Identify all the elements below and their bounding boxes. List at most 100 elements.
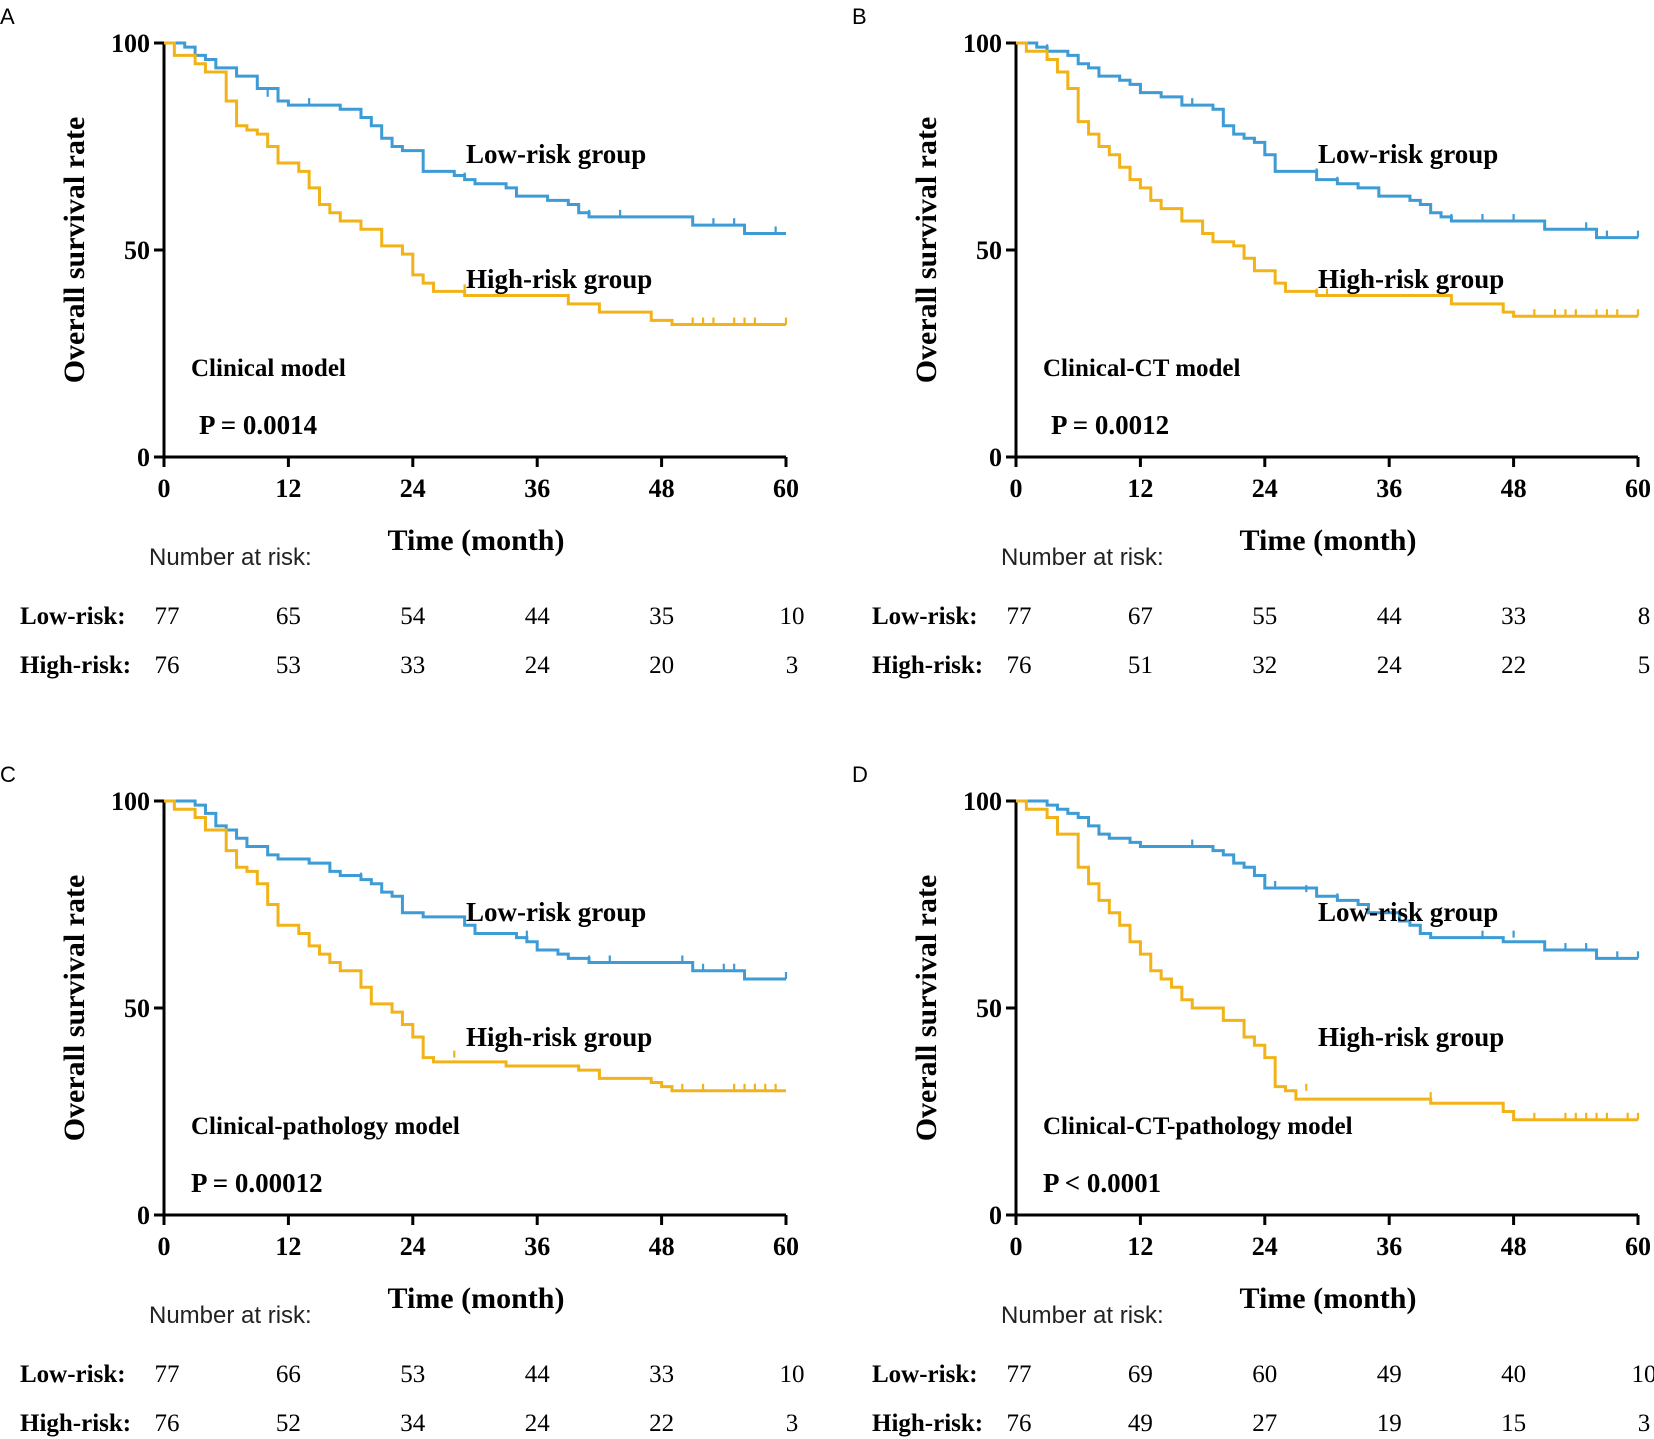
- panel-a: A 0 50 100 0 12 24 36 48 60 Overall survival rate T…: [0, 4, 805, 679]
- high-risk-row-label: High-risk:: [20, 1410, 131, 1437]
- low-risk-group-label: Low-risk group: [1318, 897, 1498, 927]
- y-tick-label: 0: [989, 1201, 1002, 1230]
- low-risk-group-label: Low-risk group: [466, 139, 646, 169]
- x-tick-label: 36: [524, 1232, 550, 1261]
- y-tick-label: 100: [111, 787, 150, 816]
- y-axis-title: Overall survival rate: [58, 117, 91, 384]
- low-risk-count: 49: [1377, 1361, 1402, 1388]
- panel-c: C 0 50 100 0 12 24 36 48 60 Overall survival rate T…: [0, 762, 805, 1437]
- low-risk-count: 77: [1007, 603, 1032, 630]
- high-risk-curve: [164, 41, 786, 327]
- y-tick-label: 50: [976, 236, 1002, 265]
- low-risk-count: 33: [649, 1361, 674, 1388]
- panel-letter: C: [0, 762, 16, 787]
- number-at-risk-title: Number at risk:: [149, 544, 312, 571]
- x-tick-label: 12: [1127, 1232, 1153, 1261]
- x-tick-label: 0: [1010, 1232, 1023, 1261]
- high-risk-count: 76: [1007, 1410, 1032, 1437]
- high-risk-count: 51: [1128, 652, 1153, 679]
- low-risk-count: 55: [1252, 603, 1277, 630]
- low-risk-count: 54: [400, 603, 426, 630]
- x-tick-label: 24: [1252, 474, 1278, 503]
- panel-letter: D: [852, 762, 868, 787]
- high-risk-count: 22: [1501, 652, 1526, 679]
- low-risk-count: 40: [1501, 1361, 1526, 1388]
- low-risk-row-label: Low-risk:: [872, 1361, 978, 1388]
- high-risk-count: 76: [1007, 652, 1032, 679]
- low-risk-count: 77: [155, 603, 180, 630]
- x-tick-label: 48: [1501, 1232, 1527, 1261]
- y-tick-label: 50: [124, 236, 150, 265]
- x-tick-label: 48: [649, 474, 675, 503]
- y-axis-title: Overall survival rate: [910, 875, 943, 1142]
- y-axis-title: Overall survival rate: [58, 875, 91, 1142]
- low-risk-curve: [1016, 41, 1638, 240]
- high-risk-count: 5: [1638, 652, 1651, 679]
- high-risk-count: 33: [400, 652, 425, 679]
- x-axis-title: Time (month): [388, 524, 565, 557]
- low-risk-count: 77: [155, 1361, 180, 1388]
- x-tick-label: 60: [1625, 1232, 1651, 1261]
- low-risk-count: 44: [1377, 603, 1403, 630]
- panel-letter: A: [0, 4, 15, 29]
- high-risk-count: 27: [1252, 1410, 1277, 1437]
- model-label: Clinical-CT model: [1043, 355, 1241, 382]
- high-risk-count: 49: [1128, 1410, 1153, 1437]
- low-risk-count: 10: [780, 1361, 805, 1388]
- high-risk-count: 53: [276, 652, 301, 679]
- x-tick-label: 12: [1127, 474, 1153, 503]
- low-risk-count: 67: [1128, 603, 1153, 630]
- y-tick-label: 100: [963, 787, 1002, 816]
- number-at-risk-title: Number at risk:: [149, 1302, 312, 1329]
- low-risk-count: 77: [1007, 1361, 1032, 1388]
- panel-d: D 0 50 100 0 12 24 36 48 60 Overall survival rate T…: [852, 762, 1654, 1437]
- high-risk-curve: [1016, 799, 1638, 1122]
- high-risk-row-label: High-risk:: [20, 652, 131, 679]
- model-label: Clinical-CT-pathology model: [1043, 1113, 1353, 1140]
- p-value-label: P = 0.0012: [1051, 410, 1169, 440]
- p-value-label: P = 0.0014: [199, 410, 317, 440]
- high-risk-count: 3: [786, 652, 799, 679]
- high-risk-row-label: High-risk:: [872, 1410, 983, 1437]
- x-tick-label: 60: [1625, 474, 1651, 503]
- y-tick-label: 100: [963, 29, 1002, 58]
- model-label: Clinical model: [191, 355, 346, 382]
- high-risk-group-label: High-risk group: [466, 264, 652, 294]
- high-risk-count: 3: [1638, 1410, 1651, 1437]
- low-risk-count: 65: [276, 603, 301, 630]
- low-risk-count: 60: [1252, 1361, 1277, 1388]
- number-at-risk-title: Number at risk:: [1001, 544, 1164, 571]
- x-tick-label: 36: [1376, 474, 1402, 503]
- x-tick-label: 36: [1376, 1232, 1402, 1261]
- high-risk-count: 22: [649, 1410, 674, 1437]
- high-risk-count: 3: [786, 1410, 799, 1437]
- low-risk-curve: [164, 799, 786, 981]
- high-risk-count: 76: [155, 1410, 180, 1437]
- high-risk-count: 24: [1377, 652, 1403, 679]
- low-risk-count: 44: [525, 603, 551, 630]
- low-risk-curve: [1016, 799, 1638, 960]
- x-tick-label: 0: [158, 474, 171, 503]
- panel-letter: B: [852, 4, 867, 29]
- high-risk-group-label: High-risk group: [1318, 1022, 1504, 1052]
- x-tick-label: 0: [158, 1232, 171, 1261]
- low-risk-row-label: Low-risk:: [20, 1361, 126, 1388]
- model-label: Clinical-pathology model: [191, 1113, 460, 1140]
- high-risk-count: 32: [1252, 652, 1277, 679]
- x-axis-title: Time (month): [1240, 524, 1417, 557]
- low-risk-count: 33: [1501, 603, 1526, 630]
- high-risk-count: 52: [276, 1410, 301, 1437]
- x-tick-label: 12: [275, 474, 301, 503]
- low-risk-count: 10: [780, 603, 805, 630]
- high-risk-count: 34: [400, 1410, 426, 1437]
- low-risk-group-label: Low-risk group: [1318, 139, 1498, 169]
- low-risk-row-label: Low-risk:: [20, 603, 126, 630]
- x-tick-label: 36: [524, 474, 550, 503]
- y-tick-label: 50: [124, 994, 150, 1023]
- high-risk-count: 15: [1501, 1410, 1526, 1437]
- low-risk-count: 10: [1632, 1361, 1654, 1388]
- p-value-label: P < 0.0001: [1043, 1168, 1161, 1198]
- high-risk-row-label: High-risk:: [872, 652, 983, 679]
- y-tick-label: 0: [137, 1201, 150, 1230]
